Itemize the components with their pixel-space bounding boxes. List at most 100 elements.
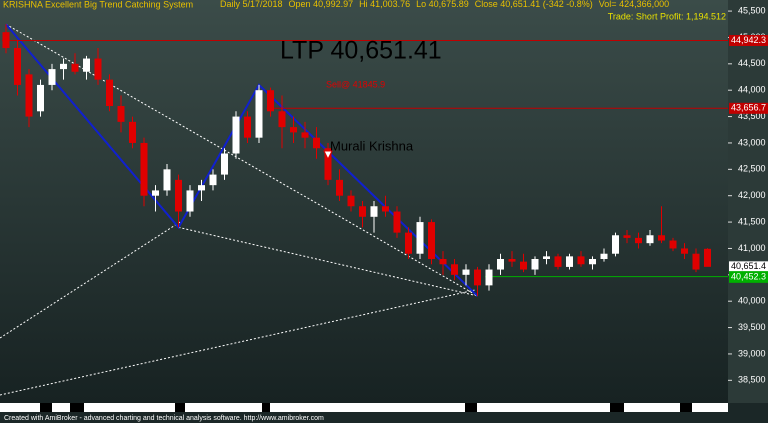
level-label-box xyxy=(729,34,768,46)
candle-body xyxy=(324,148,332,180)
date-block xyxy=(262,403,270,412)
candle-body xyxy=(267,90,274,112)
level-label: 40,452.3 xyxy=(731,272,766,282)
candle-body xyxy=(129,121,136,143)
candle-body xyxy=(600,253,608,259)
header-item: Open 40,992.97 xyxy=(289,0,354,9)
y-tick-label: 44,500 xyxy=(738,58,766,68)
date-strip xyxy=(0,403,728,412)
sell-text: Sell@ 41845.9 xyxy=(326,79,385,89)
candle-body xyxy=(405,232,412,254)
level-label: 43,656.7 xyxy=(731,103,766,113)
sell-arrow xyxy=(323,150,333,161)
level-label-box xyxy=(729,261,768,273)
y-tick-label: 45,500 xyxy=(738,5,766,15)
date-block xyxy=(680,403,692,412)
candle-body xyxy=(221,153,228,175)
candle-body xyxy=(497,258,504,270)
candle-body xyxy=(681,248,688,254)
candle-body xyxy=(704,248,711,267)
candle-body xyxy=(428,222,435,259)
y-tick-label: 42,500 xyxy=(738,164,766,174)
y-tick-label: 42,000 xyxy=(738,190,766,200)
candle-body xyxy=(163,169,171,191)
candle-body xyxy=(635,237,642,244)
axis-background xyxy=(728,0,768,403)
date-block xyxy=(465,403,477,412)
candle-body xyxy=(60,63,67,70)
candle-body xyxy=(186,190,194,212)
candle-body xyxy=(485,269,493,286)
candle-body xyxy=(336,179,343,196)
candle-body xyxy=(451,264,458,275)
candle-body xyxy=(244,116,251,138)
date-strip-base xyxy=(0,403,728,412)
candle-body xyxy=(152,190,159,196)
header-item: Lo 40,675.89 xyxy=(416,0,469,9)
plot-background xyxy=(0,0,728,403)
trade-text: Trade: Short Profit: 1,194.512 xyxy=(608,11,726,21)
y-tick-label: 43,000 xyxy=(738,137,766,147)
candle-body xyxy=(589,258,596,265)
candle-body xyxy=(48,69,56,85)
trend-line xyxy=(0,289,476,396)
candle-body xyxy=(14,48,21,85)
level-label-box xyxy=(729,102,768,114)
date-block xyxy=(40,403,52,412)
y-tick-label: 39,000 xyxy=(738,348,766,358)
candle-body xyxy=(370,206,378,217)
author-text: Murali Krishna xyxy=(330,138,414,153)
candle-body xyxy=(140,142,148,196)
title: KRISHNA Excellent Big Trend Catching Sys… xyxy=(3,0,193,9)
candle-body xyxy=(359,206,366,217)
candle-body xyxy=(290,127,297,133)
candle-body xyxy=(2,32,10,49)
trend-line xyxy=(5,23,478,297)
candle-body xyxy=(416,222,424,254)
candle-body xyxy=(347,195,355,207)
candle-body xyxy=(37,84,44,112)
candle-body xyxy=(255,90,263,138)
y-tick-label: 41,500 xyxy=(738,216,766,226)
candle-body xyxy=(692,253,700,270)
y-tick-label: 41,000 xyxy=(738,243,766,253)
candle-body xyxy=(278,111,286,128)
candle-body xyxy=(554,256,562,267)
candle-body xyxy=(623,235,631,238)
header: Daily 5/17/2018 Open 40,992.97 Hi 41,003.7… xyxy=(220,0,669,9)
candle-body xyxy=(94,58,102,80)
y-tick-label: 40,000 xyxy=(738,296,766,306)
candle-body xyxy=(462,269,470,275)
header-item: Hi 41,003.76 xyxy=(359,0,410,9)
candle-body xyxy=(209,174,217,186)
candle-body xyxy=(658,235,665,241)
candle-body xyxy=(393,211,401,233)
level-label-box xyxy=(729,271,768,283)
y-tick-label: 39,500 xyxy=(738,322,766,332)
date-block xyxy=(70,403,84,412)
candle-body xyxy=(508,258,516,262)
header-item: Close 40,651.41 (-342 -0.8%) xyxy=(475,0,593,9)
date-block xyxy=(610,403,624,412)
header-item: Vol= 424,366,000 xyxy=(599,0,669,9)
zigzag-line xyxy=(5,23,479,297)
candle-body xyxy=(543,256,550,259)
candle-body xyxy=(313,137,320,149)
trend-line xyxy=(178,226,478,297)
candle-body xyxy=(232,116,240,154)
candle-body xyxy=(175,179,182,212)
level-label: 44,942.3 xyxy=(731,35,766,45)
candle-body xyxy=(612,235,619,254)
candle-body xyxy=(83,58,90,72)
candle-body xyxy=(71,63,79,72)
ltp-text: LTP 40,651.41 xyxy=(280,37,442,65)
candle-body xyxy=(382,206,389,212)
level-label: 40,651.4 xyxy=(731,261,766,271)
y-tick-label: 44,000 xyxy=(738,85,766,95)
candle-body xyxy=(25,74,33,117)
candle-body xyxy=(117,106,125,122)
candle-body xyxy=(577,256,585,265)
candle-body xyxy=(106,79,113,107)
